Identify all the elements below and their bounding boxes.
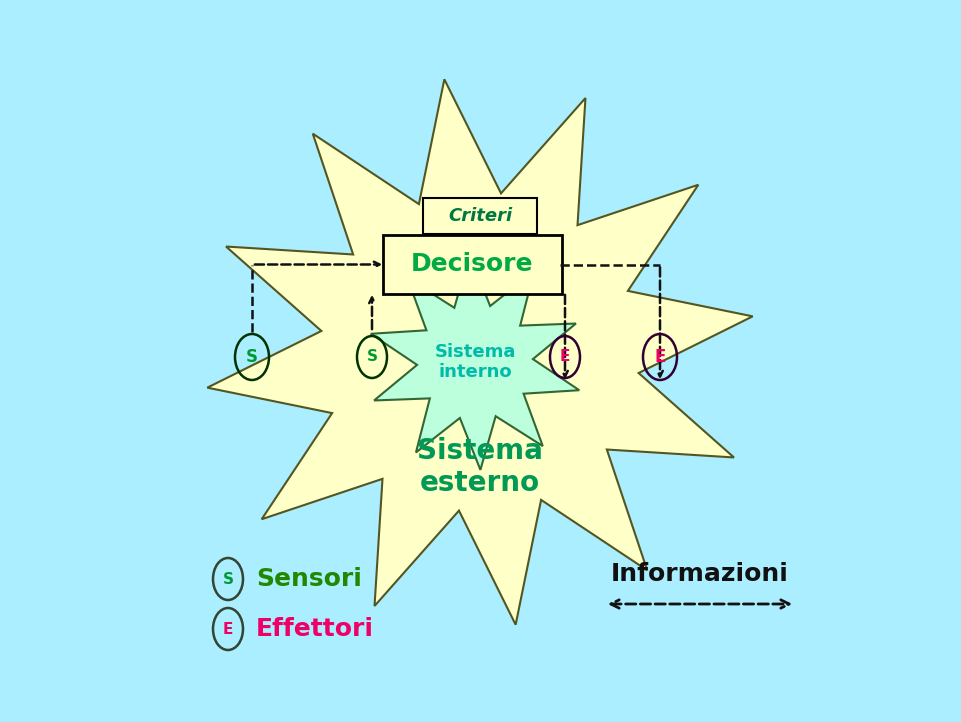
Text: Effettori: Effettori — [256, 617, 374, 641]
Text: Decisore: Decisore — [410, 253, 533, 277]
Text: S: S — [246, 348, 258, 366]
Text: E: E — [223, 622, 233, 637]
Text: E: E — [559, 349, 570, 365]
Text: Sistema
interno: Sistema interno — [433, 343, 515, 381]
FancyBboxPatch shape — [423, 198, 536, 234]
FancyBboxPatch shape — [382, 235, 561, 294]
Text: S: S — [222, 572, 234, 586]
Text: Criteri: Criteri — [448, 207, 511, 225]
Text: Sensori: Sensori — [256, 567, 361, 591]
Polygon shape — [416, 232, 453, 250]
Polygon shape — [370, 254, 579, 470]
Text: Informazioni: Informazioni — [610, 562, 788, 586]
Text: Sistema
esterno: Sistema esterno — [417, 437, 542, 497]
Polygon shape — [208, 79, 752, 625]
Text: S: S — [366, 349, 377, 365]
Text: E: E — [653, 348, 665, 366]
